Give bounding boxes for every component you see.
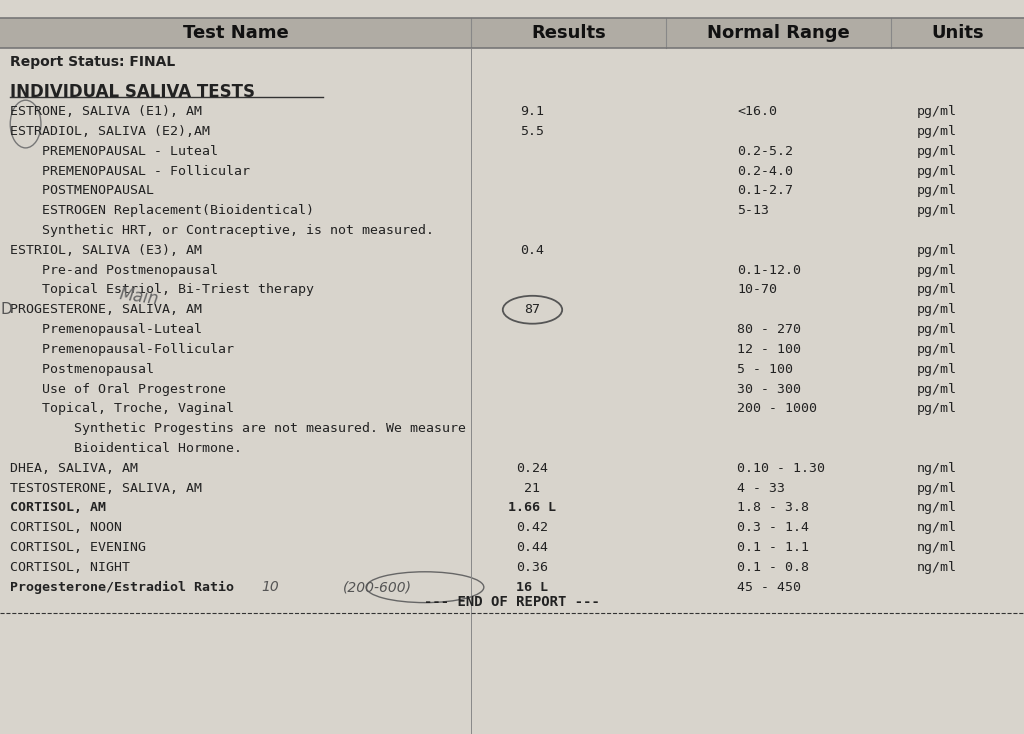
Text: D: D xyxy=(0,302,11,317)
Text: Premenopausal-Follicular: Premenopausal-Follicular xyxy=(10,343,234,356)
Text: pg/ml: pg/ml xyxy=(916,323,956,336)
Text: 0.10 - 1.30: 0.10 - 1.30 xyxy=(737,462,825,475)
Text: CORTISOL, AM: CORTISOL, AM xyxy=(10,501,106,515)
Text: 0.1 - 1.1: 0.1 - 1.1 xyxy=(737,541,809,554)
Text: ESTRADIOL, SALIVA (E2),AM: ESTRADIOL, SALIVA (E2),AM xyxy=(10,125,210,138)
Text: 80 - 270: 80 - 270 xyxy=(737,323,802,336)
Text: 0.1 - 0.8: 0.1 - 0.8 xyxy=(737,561,809,574)
Text: Topical Estriol, Bi-Triest therapy: Topical Estriol, Bi-Triest therapy xyxy=(10,283,314,297)
Text: pg/ml: pg/ml xyxy=(916,343,956,356)
Text: 9.1: 9.1 xyxy=(520,105,545,118)
Text: Report Status: FINAL: Report Status: FINAL xyxy=(10,55,175,70)
Text: ng/ml: ng/ml xyxy=(916,521,956,534)
Text: POSTMENOPAUSAL: POSTMENOPAUSAL xyxy=(10,184,155,197)
Text: Premenopausal-Luteal: Premenopausal-Luteal xyxy=(10,323,203,336)
Text: 200 - 1000: 200 - 1000 xyxy=(737,402,817,415)
Text: ng/ml: ng/ml xyxy=(916,561,956,574)
Text: 21: 21 xyxy=(524,482,541,495)
Text: TESTOSTERONE, SALIVA, AM: TESTOSTERONE, SALIVA, AM xyxy=(10,482,203,495)
Text: 5.5: 5.5 xyxy=(520,125,545,138)
Text: pg/ml: pg/ml xyxy=(916,264,956,277)
Text: Use of Oral Progestrone: Use of Oral Progestrone xyxy=(10,382,226,396)
Text: 0.42: 0.42 xyxy=(516,521,549,534)
Text: pg/ml: pg/ml xyxy=(916,363,956,376)
Text: 30 - 300: 30 - 300 xyxy=(737,382,802,396)
Text: Synthetic Progestins are not measured. We measure: Synthetic Progestins are not measured. W… xyxy=(10,422,466,435)
Text: 87: 87 xyxy=(524,303,541,316)
Text: Progesterone/Estradiol Ratio: Progesterone/Estradiol Ratio xyxy=(10,581,234,594)
Text: pg/ml: pg/ml xyxy=(916,482,956,495)
Text: DHEA, SALIVA, AM: DHEA, SALIVA, AM xyxy=(10,462,138,475)
Text: pg/ml: pg/ml xyxy=(916,402,956,415)
Text: 5-13: 5-13 xyxy=(737,204,769,217)
Text: pg/ml: pg/ml xyxy=(916,145,956,158)
Text: pg/ml: pg/ml xyxy=(916,125,956,138)
Text: 0.2-5.2: 0.2-5.2 xyxy=(737,145,794,158)
Text: PREMENOPAUSAL - Follicular: PREMENOPAUSAL - Follicular xyxy=(10,164,250,178)
Text: Units: Units xyxy=(931,24,984,42)
Text: 0.1-12.0: 0.1-12.0 xyxy=(737,264,802,277)
Text: Postmenopausal: Postmenopausal xyxy=(10,363,155,376)
Text: Test Name: Test Name xyxy=(182,24,289,42)
Text: pg/ml: pg/ml xyxy=(916,303,956,316)
Text: 45 - 450: 45 - 450 xyxy=(737,581,802,594)
Text: (200-600): (200-600) xyxy=(343,580,412,595)
Text: ng/ml: ng/ml xyxy=(916,501,956,515)
Text: 0.3 - 1.4: 0.3 - 1.4 xyxy=(737,521,809,534)
Text: Pre-and Postmenopausal: Pre-and Postmenopausal xyxy=(10,264,218,277)
Text: 1.8 - 3.8: 1.8 - 3.8 xyxy=(737,501,809,515)
Text: Normal Range: Normal Range xyxy=(707,24,850,42)
Text: 0.1-2.7: 0.1-2.7 xyxy=(737,184,794,197)
Text: PROGESTERONE, SALIVA, AM: PROGESTERONE, SALIVA, AM xyxy=(10,303,203,316)
Text: CORTISOL, EVENING: CORTISOL, EVENING xyxy=(10,541,146,554)
Text: 0.24: 0.24 xyxy=(516,462,549,475)
Text: 0.36: 0.36 xyxy=(516,561,549,574)
Text: Topical, Troche, Vaginal: Topical, Troche, Vaginal xyxy=(10,402,234,415)
Text: pg/ml: pg/ml xyxy=(916,164,956,178)
Text: pg/ml: pg/ml xyxy=(916,105,956,118)
Text: 0.4: 0.4 xyxy=(520,244,545,257)
Text: 12 - 100: 12 - 100 xyxy=(737,343,802,356)
Text: pg/ml: pg/ml xyxy=(916,382,956,396)
Text: CORTISOL, NIGHT: CORTISOL, NIGHT xyxy=(10,561,130,574)
Text: ESTRIOL, SALIVA (E3), AM: ESTRIOL, SALIVA (E3), AM xyxy=(10,244,203,257)
Text: 0.44: 0.44 xyxy=(516,541,549,554)
Text: 1.66 L: 1.66 L xyxy=(509,501,556,515)
Text: Synthetic HRT, or Contraceptive, is not measured.: Synthetic HRT, or Contraceptive, is not … xyxy=(10,224,434,237)
Text: Results: Results xyxy=(531,24,605,42)
Text: 5 - 100: 5 - 100 xyxy=(737,363,794,376)
Text: PREMENOPAUSAL - Luteal: PREMENOPAUSAL - Luteal xyxy=(10,145,218,158)
Text: 10-70: 10-70 xyxy=(737,283,777,297)
Text: 10: 10 xyxy=(261,580,279,595)
Text: 0.2-4.0: 0.2-4.0 xyxy=(737,164,794,178)
Text: INDIVIDUAL SALIVA TESTS: INDIVIDUAL SALIVA TESTS xyxy=(10,83,255,101)
Text: pg/ml: pg/ml xyxy=(916,204,956,217)
Text: --- END OF REPORT ---: --- END OF REPORT --- xyxy=(424,595,600,608)
Text: pg/ml: pg/ml xyxy=(916,244,956,257)
Text: pg/ml: pg/ml xyxy=(916,184,956,197)
Text: CORTISOL, NOON: CORTISOL, NOON xyxy=(10,521,122,534)
Text: ESTROGEN Replacement(Bioidentical): ESTROGEN Replacement(Bioidentical) xyxy=(10,204,314,217)
FancyBboxPatch shape xyxy=(0,18,1024,48)
Text: Main: Main xyxy=(118,286,160,309)
Text: <16.0: <16.0 xyxy=(737,105,777,118)
Text: pg/ml: pg/ml xyxy=(916,283,956,297)
Text: ESTRONE, SALIVA (E1), AM: ESTRONE, SALIVA (E1), AM xyxy=(10,105,203,118)
Text: 16 L: 16 L xyxy=(516,581,549,594)
Text: 4 - 33: 4 - 33 xyxy=(737,482,785,495)
Text: ng/ml: ng/ml xyxy=(916,462,956,475)
Text: ng/ml: ng/ml xyxy=(916,541,956,554)
Text: Bioidentical Hormone.: Bioidentical Hormone. xyxy=(10,442,243,455)
